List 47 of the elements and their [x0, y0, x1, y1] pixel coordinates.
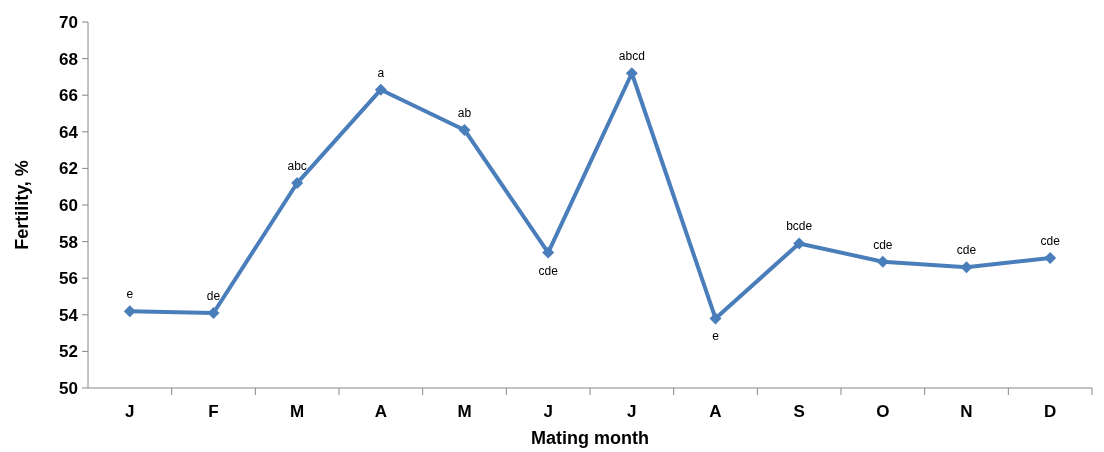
data-label: e [126, 287, 134, 302]
x-tick-label: F [208, 402, 219, 421]
point [291, 177, 304, 190]
y-tick-label: 52 [59, 342, 78, 362]
y-tick-label: 68 [59, 49, 78, 69]
y-axis-title: Fertility, % [12, 160, 32, 250]
point [542, 246, 555, 259]
x-tick-label: A [709, 402, 722, 421]
data-label: ab [457, 105, 472, 120]
x-tick-label: D [1044, 402, 1057, 421]
point [709, 312, 722, 325]
data-label: e [712, 329, 720, 344]
point [625, 67, 638, 80]
y-tick-label: 64 [59, 122, 79, 142]
x-tick-label: J [125, 402, 135, 421]
data-label: cde [538, 263, 559, 278]
x-tick-label: O [876, 402, 890, 421]
y-tick-label: 66 [59, 86, 78, 106]
data-label: cde [873, 237, 893, 252]
point [123, 305, 136, 318]
data-label: a [377, 65, 385, 80]
point [876, 255, 889, 268]
data-label: cde [956, 243, 977, 258]
data-label: abcd [618, 49, 645, 64]
y-tick-label: 58 [59, 232, 78, 252]
x-tick-label: M [457, 402, 472, 421]
x-tick-label: J [543, 402, 553, 421]
y-tick-label: 56 [59, 269, 78, 289]
y-tick-label: 70 [59, 12, 78, 32]
data-label: cde [1040, 234, 1061, 249]
point [374, 83, 387, 96]
point [1044, 252, 1057, 265]
x-tick-label: J [627, 402, 637, 421]
data-label: bcde [786, 219, 813, 234]
point [793, 237, 806, 250]
x-tick-label: M [290, 402, 305, 421]
y-tick-label: 62 [59, 159, 78, 179]
x-axis-title: Mating month [531, 428, 649, 448]
point [458, 123, 471, 136]
data-label: abc [287, 159, 307, 174]
y-tick-label: 50 [59, 378, 78, 398]
x-tick-label: S [793, 402, 805, 421]
data-label: de [206, 288, 221, 303]
y-tick-label: 54 [59, 305, 79, 325]
x-tick-label: N [960, 402, 973, 421]
x-tick-label: A [374, 402, 387, 421]
y-tick-label: 60 [59, 195, 78, 215]
